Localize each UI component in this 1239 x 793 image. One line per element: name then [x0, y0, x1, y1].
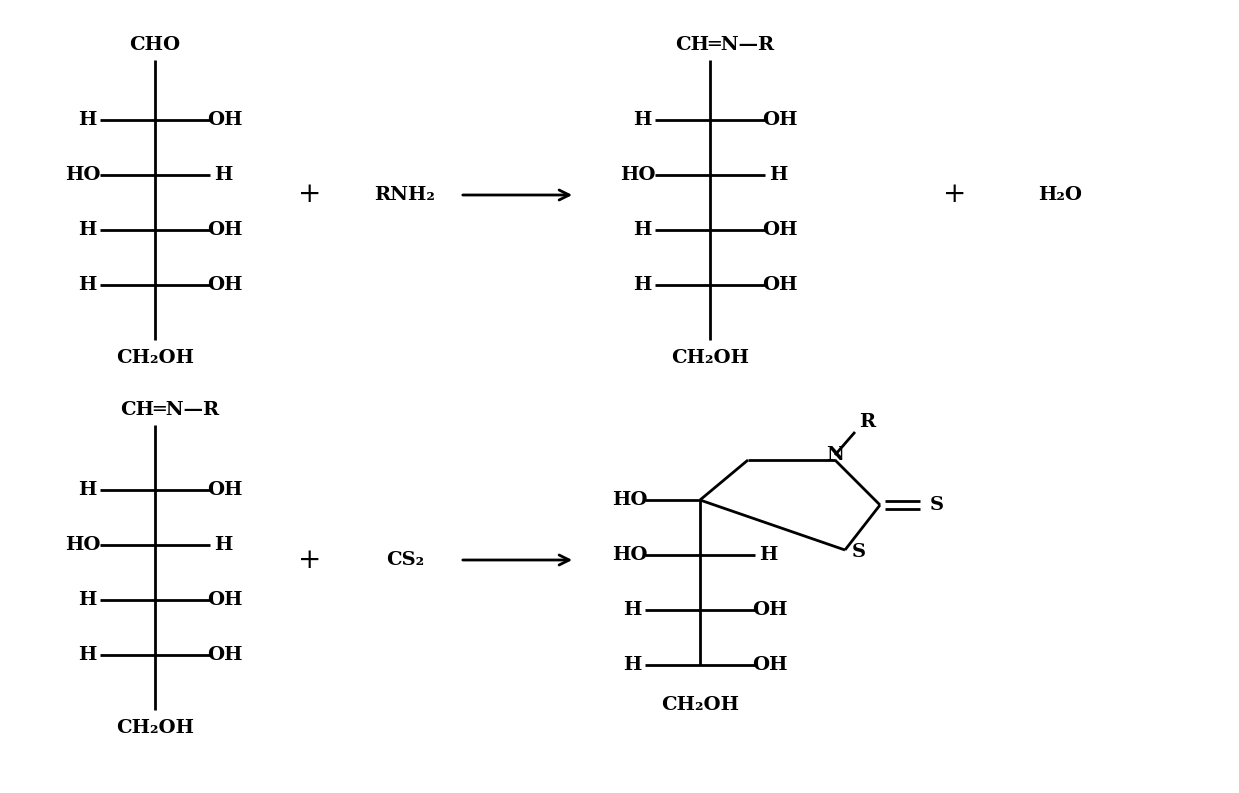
Text: R: R — [859, 413, 875, 431]
Text: OH: OH — [762, 276, 798, 294]
Text: CH₂OH: CH₂OH — [116, 719, 195, 737]
Text: OH: OH — [762, 111, 798, 129]
Text: HO: HO — [612, 491, 648, 509]
Text: CH₂OH: CH₂OH — [672, 349, 750, 367]
Text: H₂O: H₂O — [1038, 186, 1082, 204]
Text: OH: OH — [752, 656, 788, 674]
Text: H: H — [214, 536, 232, 554]
Text: H: H — [78, 221, 97, 239]
Text: H: H — [78, 276, 97, 294]
Text: H: H — [78, 646, 97, 664]
Text: H: H — [78, 591, 97, 609]
Text: OH: OH — [207, 276, 243, 294]
Text: H: H — [78, 481, 97, 499]
Text: CH₂OH: CH₂OH — [660, 696, 738, 714]
Text: S: S — [930, 496, 944, 514]
Text: RNH₂: RNH₂ — [374, 186, 435, 204]
Text: H: H — [78, 111, 97, 129]
Text: H: H — [758, 546, 777, 564]
Text: H: H — [633, 276, 652, 294]
Text: OH: OH — [207, 111, 243, 129]
Text: HO: HO — [621, 166, 655, 184]
Text: +: + — [299, 182, 322, 209]
Text: H: H — [623, 601, 642, 619]
Text: CH═N—R: CH═N—R — [675, 36, 774, 54]
Text: H: H — [769, 166, 787, 184]
Text: H: H — [633, 221, 652, 239]
Text: H: H — [633, 111, 652, 129]
Text: N: N — [826, 446, 844, 464]
Text: OH: OH — [207, 591, 243, 609]
Text: HO: HO — [66, 166, 100, 184]
Text: CS₂: CS₂ — [385, 551, 424, 569]
Text: +: + — [943, 182, 966, 209]
Text: CH═N—R: CH═N—R — [120, 401, 219, 419]
Text: HO: HO — [66, 536, 100, 554]
Text: +: + — [299, 546, 322, 573]
Text: OH: OH — [207, 646, 243, 664]
Text: CHO: CHO — [129, 36, 181, 54]
Text: OH: OH — [207, 481, 243, 499]
Text: CH₂OH: CH₂OH — [116, 349, 195, 367]
Text: H: H — [623, 656, 642, 674]
Text: HO: HO — [612, 546, 648, 564]
Text: OH: OH — [752, 601, 788, 619]
Text: OH: OH — [207, 221, 243, 239]
Text: H: H — [214, 166, 232, 184]
Text: OH: OH — [762, 221, 798, 239]
Text: S: S — [852, 543, 866, 561]
